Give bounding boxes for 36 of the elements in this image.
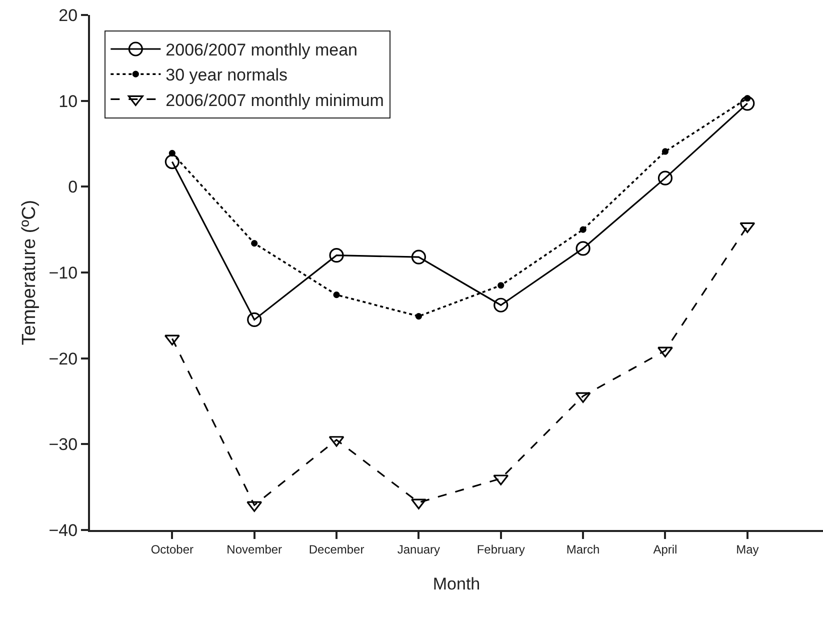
y-tick-label: −20 (48, 349, 78, 368)
point (164, 154, 180, 170)
point (251, 240, 258, 247)
point (498, 282, 504, 289)
x-tick-label: October (150, 542, 194, 556)
point (415, 312, 422, 320)
point (411, 250, 426, 264)
y-tick-label: −40 (48, 520, 78, 540)
y-tick-label: 20 (58, 6, 78, 25)
x-tick-label: February (476, 542, 525, 556)
point (744, 94, 751, 102)
y-tick-label: 0 (68, 178, 78, 197)
y-axis-title: Temperature (ºC) (19, 200, 40, 346)
y-tick-label: −10 (48, 263, 78, 282)
point (576, 241, 590, 256)
x-tick-label: November (226, 542, 282, 556)
point (333, 292, 340, 298)
x-tick-label: December (308, 542, 364, 556)
point (247, 312, 262, 328)
y-tick-label: 10 (58, 92, 78, 111)
point (329, 248, 344, 263)
legend-label: 2006/2007 monthly mean (166, 40, 358, 60)
point (580, 226, 586, 233)
x-tick-label: April (653, 542, 678, 556)
x-tick-label: May (736, 542, 759, 556)
legend-label: 30 year normals (166, 66, 288, 85)
x-axis-title: Month (432, 574, 480, 594)
x-tick-label: January (397, 542, 440, 556)
point (168, 150, 176, 156)
x-tick-label: March (566, 542, 600, 556)
point (740, 96, 755, 111)
point (662, 148, 669, 155)
legend-label: 2006/2007 monthly minimum (166, 90, 384, 110)
y-tick-label: −30 (48, 435, 78, 454)
point (658, 170, 673, 186)
point (494, 298, 508, 312)
